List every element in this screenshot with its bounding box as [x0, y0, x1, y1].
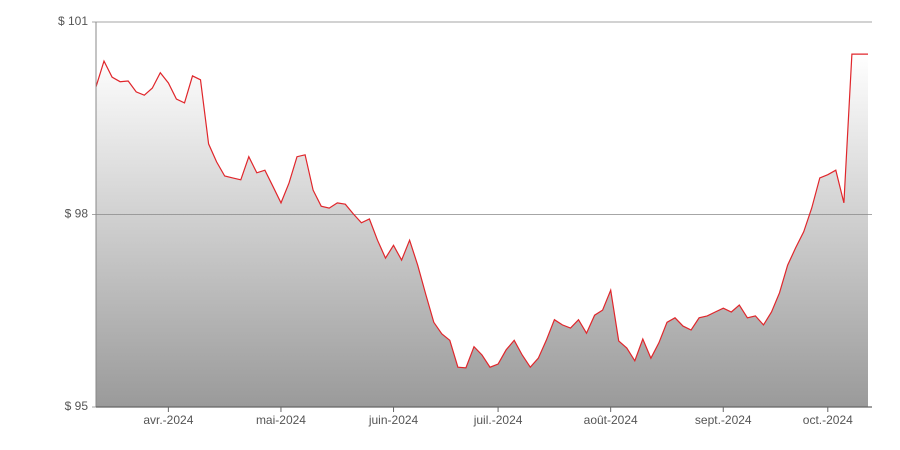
- y-tick-label: $ 98: [65, 207, 89, 221]
- x-tick-label: oct.-2024: [803, 413, 853, 427]
- price-line: [95, 53, 868, 369]
- x-tick-label: avr.-2024: [143, 413, 193, 427]
- area-fill: [96, 54, 868, 407]
- x-tick-label: sept.-2024: [695, 413, 752, 427]
- x-tick-label: juin-2024: [368, 413, 419, 427]
- y-tick-label: $ 101: [58, 14, 88, 28]
- y-tick-label: $ 95: [65, 399, 89, 413]
- x-tick-label: juil.-2024: [473, 413, 523, 427]
- x-tick-label: août-2024: [584, 413, 638, 427]
- x-tick-label: mai-2024: [256, 413, 306, 427]
